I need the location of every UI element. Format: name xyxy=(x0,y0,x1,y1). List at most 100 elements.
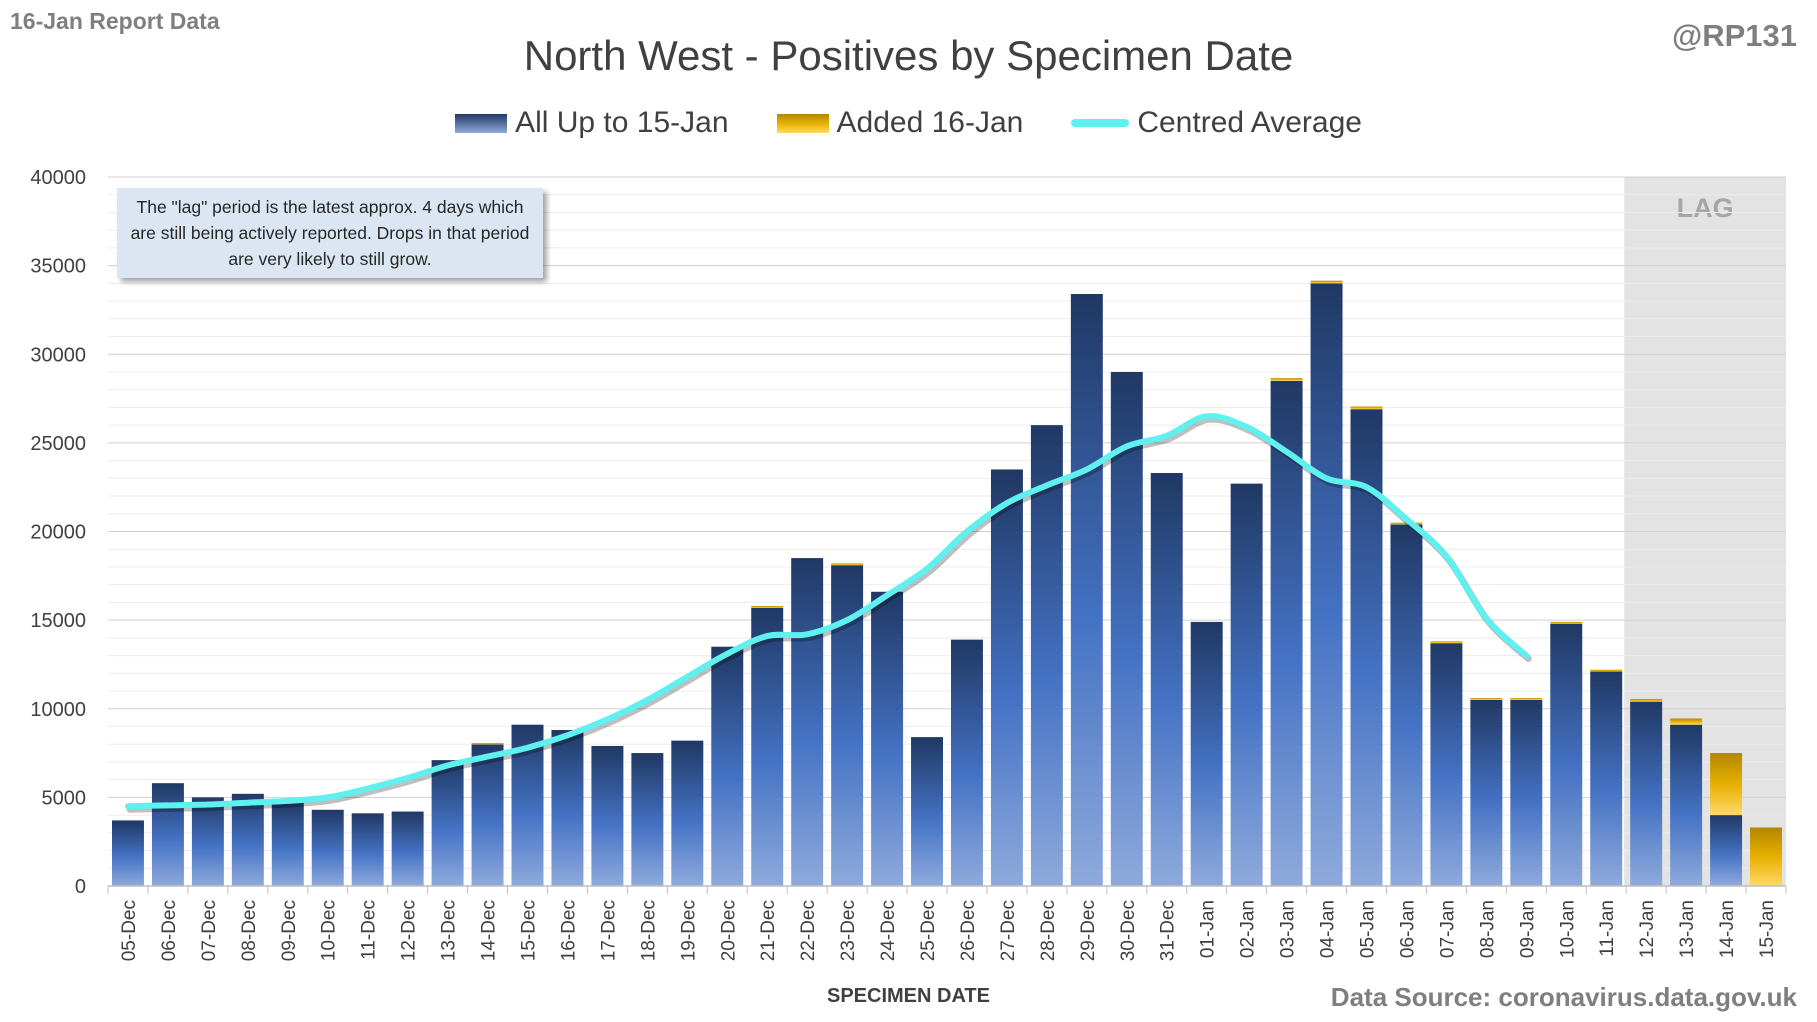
x-tick-label: 05-Jan xyxy=(1358,900,1379,958)
x-tick-label: 23-Dec xyxy=(838,900,859,961)
bar-all-up-to-15-jan xyxy=(1470,699,1503,886)
y-tick-label: 5000 xyxy=(42,787,87,809)
x-tick-label: 31-Dec xyxy=(1158,900,1179,961)
bar-added-16-jan xyxy=(1590,669,1623,672)
bar-all-up-to-15-jan xyxy=(631,753,664,886)
x-tick-label: 01-Jan xyxy=(1198,900,1219,958)
bar-added-16-jan xyxy=(471,742,504,745)
x-tick-label: 07-Jan xyxy=(1437,900,1458,958)
lag-label: LAG xyxy=(1677,193,1734,223)
x-tick-label: 08-Dec xyxy=(239,900,260,961)
x-tick-label: 29-Dec xyxy=(1078,900,1099,961)
bar-all-up-to-15-jan xyxy=(1710,815,1743,886)
x-tick-label: 22-Dec xyxy=(798,900,819,961)
bar-all-up-to-15-jan xyxy=(151,783,184,886)
bar-all-up-to-15-jan xyxy=(711,646,744,886)
bar-all-up-to-15-jan xyxy=(1270,380,1303,886)
bar-all-up-to-15-jan xyxy=(990,469,1023,886)
bar-all-up-to-15-jan xyxy=(351,813,384,886)
legend-label: All Up to 15-Jan xyxy=(515,106,729,139)
x-tick-label: 28-Dec xyxy=(1038,900,1059,961)
x-tick-label: 04-Jan xyxy=(1318,900,1339,958)
x-axis-title: SPECIMEN DATE xyxy=(827,985,990,1007)
bar-all-up-to-15-jan xyxy=(1590,671,1623,886)
bar-all-up-to-15-jan xyxy=(1230,483,1263,886)
bar-all-up-to-15-jan xyxy=(1630,701,1663,886)
bar-all-up-to-15-jan xyxy=(471,744,504,886)
data-source-label: Data Source: coronavirus.data.gov.uk xyxy=(1330,982,1797,1012)
bar-all-up-to-15-jan xyxy=(911,737,944,886)
bar-all-up-to-15-jan xyxy=(1030,425,1063,886)
y-tick-label: 20000 xyxy=(30,522,86,544)
legend-swatch-gold-bar xyxy=(776,113,829,133)
x-tick-label: 09-Dec xyxy=(279,900,300,961)
x-tick-label: 14-Dec xyxy=(479,900,500,961)
legend: All Up to 15-Jan Added 16-Jan Centred Av… xyxy=(0,106,1817,140)
x-tick-label: 17-Dec xyxy=(598,900,619,961)
x-tick-label: 19-Dec xyxy=(678,900,699,961)
bar-all-up-to-15-jan xyxy=(1510,699,1543,886)
y-tick-label: 0 xyxy=(75,876,86,898)
bar-all-up-to-15-jan xyxy=(551,730,584,886)
legend-label: Centred Average xyxy=(1137,106,1362,139)
chart-title: North West - Positives by Specimen Date xyxy=(523,32,1294,79)
x-tick-label: 06-Dec xyxy=(159,900,180,961)
bar-added-16-jan xyxy=(1270,378,1303,381)
y-tick-label: 25000 xyxy=(30,433,86,455)
bar-all-up-to-15-jan xyxy=(591,745,624,886)
x-tick-label: 26-Dec xyxy=(958,900,979,961)
y-tick-label: 15000 xyxy=(30,610,86,632)
bar-all-up-to-15-jan xyxy=(1150,473,1183,886)
x-tick-label: 09-Jan xyxy=(1517,900,1538,958)
bar-all-up-to-15-jan xyxy=(1550,623,1583,886)
x-tick-label: 12-Dec xyxy=(399,900,420,961)
bar-all-up-to-15-jan xyxy=(1430,643,1463,886)
x-tick-label: 15-Jan xyxy=(1757,900,1778,958)
x-tick-label: 03-Jan xyxy=(1278,900,1299,958)
x-tick-label: 13-Jan xyxy=(1677,900,1698,958)
bar-all-up-to-15-jan xyxy=(271,802,304,886)
bar-added-16-jan xyxy=(751,605,784,608)
x-tick-label: 10-Jan xyxy=(1557,900,1578,958)
legend-label: Added 16-Jan xyxy=(836,106,1024,139)
bar-all-up-to-15-jan xyxy=(1670,724,1703,886)
legend-swatch-cyan-line xyxy=(1071,119,1130,127)
bar-added-16-jan xyxy=(1670,718,1703,725)
bar-all-up-to-15-jan xyxy=(950,639,983,886)
bar-all-up-to-15-jan xyxy=(1310,283,1343,887)
bar-all-up-to-15-jan xyxy=(1390,524,1423,886)
x-tick-label: 11-Jan xyxy=(1597,900,1618,957)
x-tick-label: 07-Dec xyxy=(199,900,220,961)
bar-all-up-to-15-jan xyxy=(191,797,224,886)
x-tick-label: 20-Dec xyxy=(718,900,739,961)
x-tick-label: 24-Dec xyxy=(878,900,899,961)
bar-all-up-to-15-jan xyxy=(791,558,824,886)
y-tick-label: 10000 xyxy=(30,699,86,721)
x-tick-label: 25-Dec xyxy=(918,900,939,961)
x-tick-label: 18-Dec xyxy=(638,900,659,961)
y-tick-label: 40000 xyxy=(30,167,86,189)
x-tick-label: 12-Jan xyxy=(1637,900,1658,958)
y-tick-label: 30000 xyxy=(30,344,86,366)
legend-item-all-up-to-15-jan: All Up to 15-Jan xyxy=(455,106,729,140)
x-tick-label: 11-Dec xyxy=(359,900,380,960)
bar-added-16-jan xyxy=(1350,406,1383,410)
bar-added-16-jan xyxy=(1630,699,1663,702)
bar-added-16-jan xyxy=(1430,641,1463,644)
bar-added-16-jan xyxy=(831,563,864,566)
bar-all-up-to-15-jan xyxy=(111,820,144,886)
bar-all-up-to-15-jan xyxy=(391,811,424,886)
bar-all-up-to-15-jan xyxy=(311,809,344,886)
legend-item-centred-average: Centred Average xyxy=(1071,106,1362,140)
bar-all-up-to-15-jan xyxy=(671,740,704,886)
centred-average-line xyxy=(124,413,1530,810)
x-tick-label: 05-Dec xyxy=(119,900,140,961)
bar-all-up-to-15-jan xyxy=(431,760,464,886)
bar-all-up-to-15-jan xyxy=(231,793,264,886)
x-tick-label: 16-Dec xyxy=(558,900,579,961)
x-tick-label: 30-Dec xyxy=(1118,900,1139,961)
bar-added-16-jan xyxy=(1510,698,1543,700)
legend-item-added-16-jan: Added 16-Jan xyxy=(776,106,1024,140)
